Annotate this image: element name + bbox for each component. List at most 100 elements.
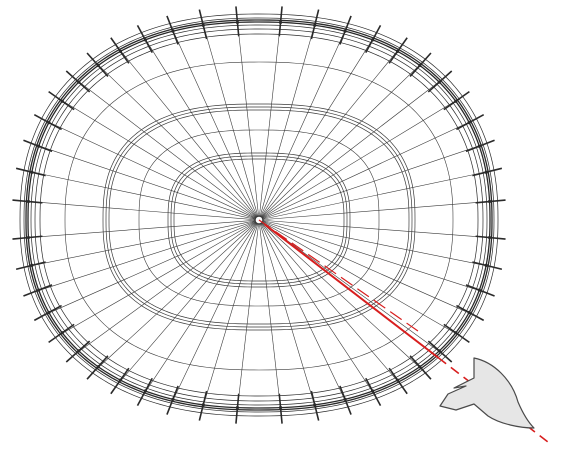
spoke-line [170,25,260,221]
rim-node [278,20,283,24]
rim-node [437,80,441,84]
spoke-line [73,77,260,221]
rim-node [118,378,123,382]
spoke-line [170,219,260,406]
rim-node [77,349,81,353]
rim-node [418,63,422,68]
middle-ring [64,61,454,371]
rim-node [467,310,471,315]
rim-node [201,403,205,407]
spoke-line [56,97,260,221]
spoke-line [258,143,486,221]
rim-node [484,263,488,267]
inner-ring-line [170,155,348,285]
inner-ring-line [167,152,351,288]
rim-node [143,38,147,42]
rim-node [30,263,34,267]
spoke-line [142,34,260,221]
spoke-line [56,219,260,337]
rim-node [437,349,441,353]
rim-node [37,288,41,292]
rim-node [395,49,400,53]
rim-line [39,33,479,397]
rim-node [343,397,347,401]
spoke-line [201,219,260,411]
outer-rim-ring [19,13,499,417]
spoke-line [25,219,260,268]
middle-ring-line [102,103,416,331]
rim-node [26,199,31,204]
rim-node [418,365,422,369]
spoke-lines [22,16,496,414]
inner-ring [167,152,351,288]
rim-node [454,99,458,103]
rim-node [313,403,317,407]
rim-node [77,80,81,84]
spoke-line [236,219,260,414]
rim-node [143,389,147,393]
spoke-line [258,46,402,221]
rim-node [171,29,175,33]
rim-node [118,49,123,53]
rim-node [37,144,41,148]
spoke-line [258,219,493,268]
spoke-line [258,219,486,293]
rim-node [395,378,400,382]
spoke-line [43,219,260,316]
spoke-line [201,19,260,221]
rim-node [477,144,481,148]
rim-line [19,13,499,417]
middle-ring-line [105,106,413,328]
spoke-line [32,143,260,221]
spoke-line [258,77,445,221]
rim-node [96,63,100,68]
spoke-line [258,219,475,316]
rim-tick-marks [12,6,506,424]
spoke-line [258,200,496,221]
rim-node [30,170,34,174]
rim-node [96,365,100,369]
spoke-line [73,219,260,356]
spoke-line [258,170,493,221]
rim-line [23,17,495,413]
rim-node [47,310,51,315]
rim-node [477,288,481,292]
spoke-line [116,46,260,221]
rim-line [25,19,493,411]
rim-node [487,235,492,240]
spoke-line [258,119,475,221]
rim-node [60,99,64,103]
rim-node [60,331,64,335]
spoke-line [22,200,260,221]
spoke-line [116,219,260,386]
spoke-line [258,25,348,221]
spoke-line [258,219,282,414]
spoke-line [258,219,425,372]
rim-node [454,331,458,335]
rim-node [371,38,375,42]
rim-node [487,199,492,204]
spoke-line [93,60,260,221]
middle-ring-line [108,109,410,325]
spoke-line [142,219,260,397]
rim-node [467,120,471,125]
red-ray-dashed-upper [258,219,419,332]
rim-node [235,406,240,410]
rim-node [484,170,488,174]
spoke-line [258,219,348,406]
spoke-line [258,219,376,397]
spoke-line [258,97,462,221]
rim-node [171,397,175,401]
red-ray-solid [264,223,439,359]
spoke-line [93,219,260,372]
rim-node [47,120,51,125]
rim-node [235,20,240,24]
inner-ring-line [173,158,345,282]
spoke-line [258,16,282,221]
rim-node [343,29,347,33]
spoke-line [258,219,402,386]
spoke-line [258,34,376,221]
intermediate-ring-line [138,129,380,307]
spoke-line [236,16,260,221]
